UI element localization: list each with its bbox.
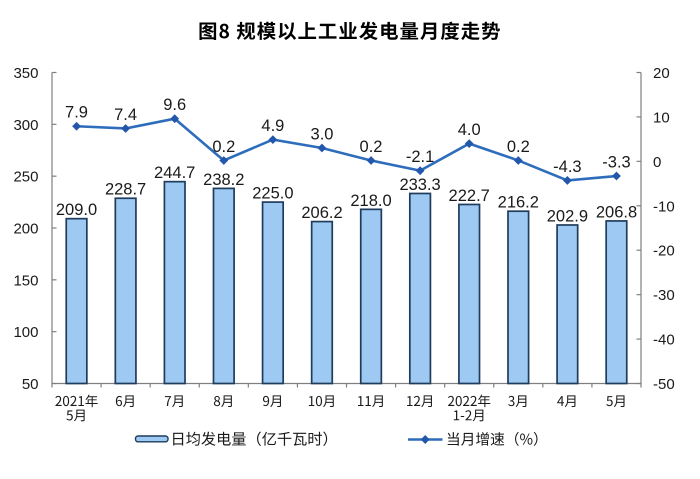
svg-text:218.0: 218.0 xyxy=(350,192,391,210)
svg-text:7.9: 7.9 xyxy=(65,104,88,122)
svg-text:209.0: 209.0 xyxy=(56,201,97,219)
svg-text:206.8: 206.8 xyxy=(596,204,637,222)
svg-text:0.2: 0.2 xyxy=(360,138,383,156)
svg-text:200: 200 xyxy=(13,221,38,238)
svg-text:-3.3: -3.3 xyxy=(602,153,630,171)
svg-text:4.9: 4.9 xyxy=(261,117,284,135)
svg-text:244.7: 244.7 xyxy=(154,164,195,182)
svg-text:222.7: 222.7 xyxy=(449,187,490,205)
svg-text:350: 350 xyxy=(13,65,38,82)
svg-text:-4.3: -4.3 xyxy=(553,158,581,176)
svg-text:202.9: 202.9 xyxy=(547,208,588,226)
svg-text:-10: -10 xyxy=(653,198,675,215)
svg-text:3.0: 3.0 xyxy=(311,125,334,143)
svg-text:4.0: 4.0 xyxy=(458,121,481,139)
svg-text:-2.1: -2.1 xyxy=(406,148,434,166)
svg-text:233.3: 233.3 xyxy=(399,176,440,194)
svg-text:20: 20 xyxy=(653,65,670,82)
svg-text:-30: -30 xyxy=(653,287,675,304)
svg-text:250: 250 xyxy=(13,169,38,186)
svg-text:225.0: 225.0 xyxy=(252,185,293,203)
svg-text:216.2: 216.2 xyxy=(498,194,539,212)
svg-text:300: 300 xyxy=(13,117,38,134)
svg-text:150: 150 xyxy=(13,272,38,289)
svg-text:-50: -50 xyxy=(653,376,675,393)
svg-text:0: 0 xyxy=(653,154,661,171)
svg-text:0.2: 0.2 xyxy=(507,138,530,156)
svg-text:228.7: 228.7 xyxy=(105,181,146,199)
svg-text:9.6: 9.6 xyxy=(163,96,186,114)
svg-text:206.2: 206.2 xyxy=(301,204,342,222)
svg-text:10: 10 xyxy=(653,109,670,126)
svg-text:238.2: 238.2 xyxy=(203,171,244,189)
svg-text:-40: -40 xyxy=(653,332,675,349)
svg-text:0.2: 0.2 xyxy=(212,138,235,156)
svg-text:100: 100 xyxy=(13,324,38,341)
svg-text:50: 50 xyxy=(22,376,39,393)
svg-text:7.4: 7.4 xyxy=(114,106,137,124)
svg-text:-20: -20 xyxy=(653,243,675,260)
